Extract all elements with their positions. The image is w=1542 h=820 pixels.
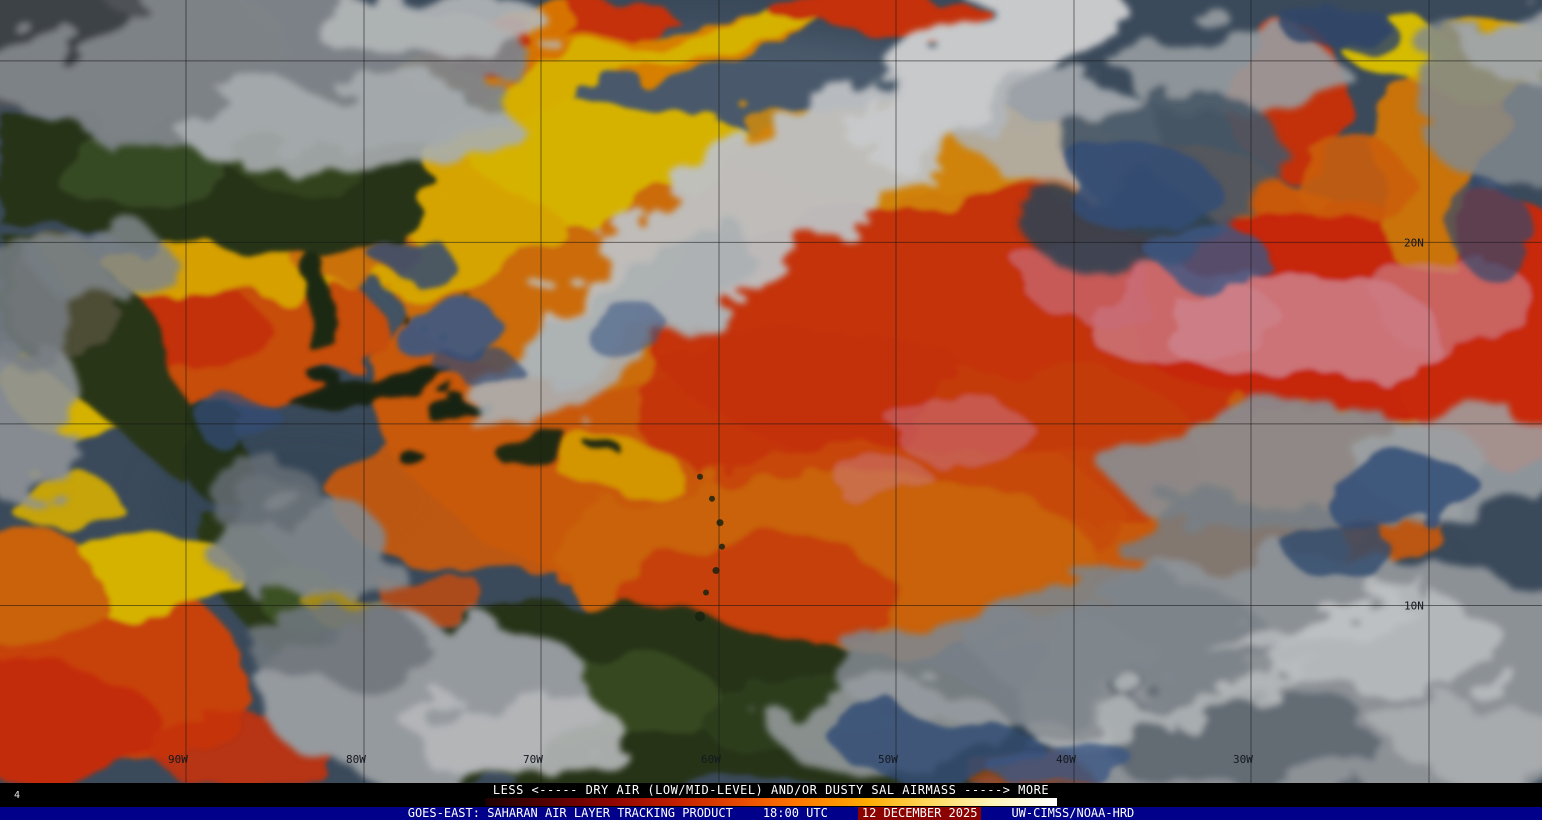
lon-label: 30W [1233, 753, 1253, 766]
lon-label: 70W [523, 753, 543, 766]
lat-label: 10N [1404, 599, 1424, 612]
colorbar-legend: 4 LESS <----- DRY AIR (LOW/MID-LEVEL) AN… [0, 783, 1542, 807]
grid-labels: 90W 80W 70W 60W 50W 40W 30W 20N 10N [168, 236, 1424, 766]
date-label: 12 DECEMBER 2025 [857, 807, 982, 820]
grid-lines [0, 0, 1542, 783]
lon-label: 80W [346, 753, 366, 766]
status-bar: GOES-EAST: SAHARAN AIR LAYER TRACKING PR… [0, 807, 1542, 820]
lon-label: 40W [1056, 753, 1076, 766]
colorbar-gradient [485, 798, 1057, 806]
lon-label: 90W [168, 753, 188, 766]
lon-label: 60W [701, 753, 721, 766]
lat-label: 20N [1404, 236, 1424, 249]
satellite-imagery: 90W 80W 70W 60W 50W 40W 30W 20N 10N [0, 0, 1542, 783]
timestamp-utc: 18:00 UTC [762, 806, 828, 820]
frame-number: 4 [14, 790, 21, 801]
lon-label: 50W [878, 753, 898, 766]
colorbar-label: LESS <----- DRY AIR (LOW/MID-LEVEL) AND/… [492, 783, 1050, 797]
credit-label: UW-CIMSS/NOAA-HRD [1011, 806, 1135, 820]
product-title: GOES-EAST: SAHARAN AIR LAYER TRACKING PR… [407, 806, 733, 820]
satellite-map: 90W 80W 70W 60W 50W 40W 30W 20N 10N [0, 0, 1542, 783]
grain-overlay [0, 0, 1542, 783]
